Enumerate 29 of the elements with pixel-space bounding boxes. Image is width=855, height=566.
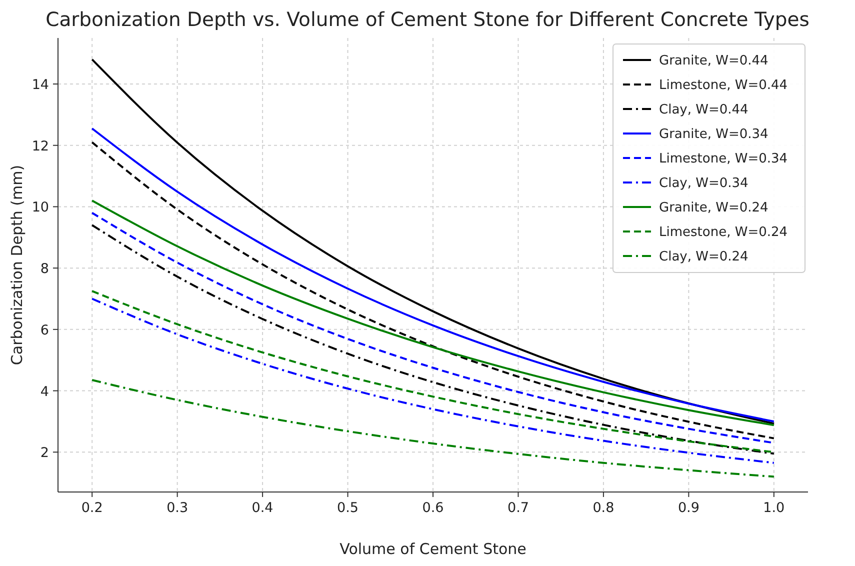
legend-label: Limestone, W=0.44 [659,78,788,93]
chart-title: Carbonization Depth vs. Volume of Cement Stone for Different Concrete Types [46,8,810,31]
y-tick-label: 4 [40,384,49,400]
legend-label: Clay, W=0.34 [659,176,748,191]
x-tick-label: 0.3 [166,500,188,516]
y-tick-label: 8 [40,261,49,278]
legend-label: Limestone, W=0.24 [659,225,788,240]
x-tick-label: 0.9 [678,500,700,516]
line-series [91,379,775,478]
y-tick-label: 10 [32,200,49,216]
y-tick-label: 14 [32,77,49,94]
legend-label: Clay, W=0.24 [659,250,748,264]
x-tick-label: 0.5 [337,500,359,516]
legend-label: Clay, W=0.44 [659,102,748,118]
x-tick-label: 0.2 [81,500,103,516]
x-tick-label: 0.4 [252,500,274,516]
legend-label: Granite, W=0.24 [659,200,768,216]
x-axis-title: Volume of Cement Stone [340,540,526,558]
y-axis-title: Carbonization Depth (mm) [8,164,26,366]
x-tick-label: 0.8 [592,500,614,516]
x-tick-label: 0.6 [422,500,444,516]
y-tick-label: 6 [40,322,49,338]
y-tick-label: 2 [40,445,49,462]
x-tick-label: 0.7 [507,500,529,516]
y-tick-label: 12 [32,138,49,154]
legend-label: Limestone, W=0.34 [659,152,788,166]
legend-label: Granite, W=0.44 [659,54,768,68]
legend-label: Granite, W=0.34 [659,127,768,142]
x-tick-label: 1.0 [763,500,785,516]
